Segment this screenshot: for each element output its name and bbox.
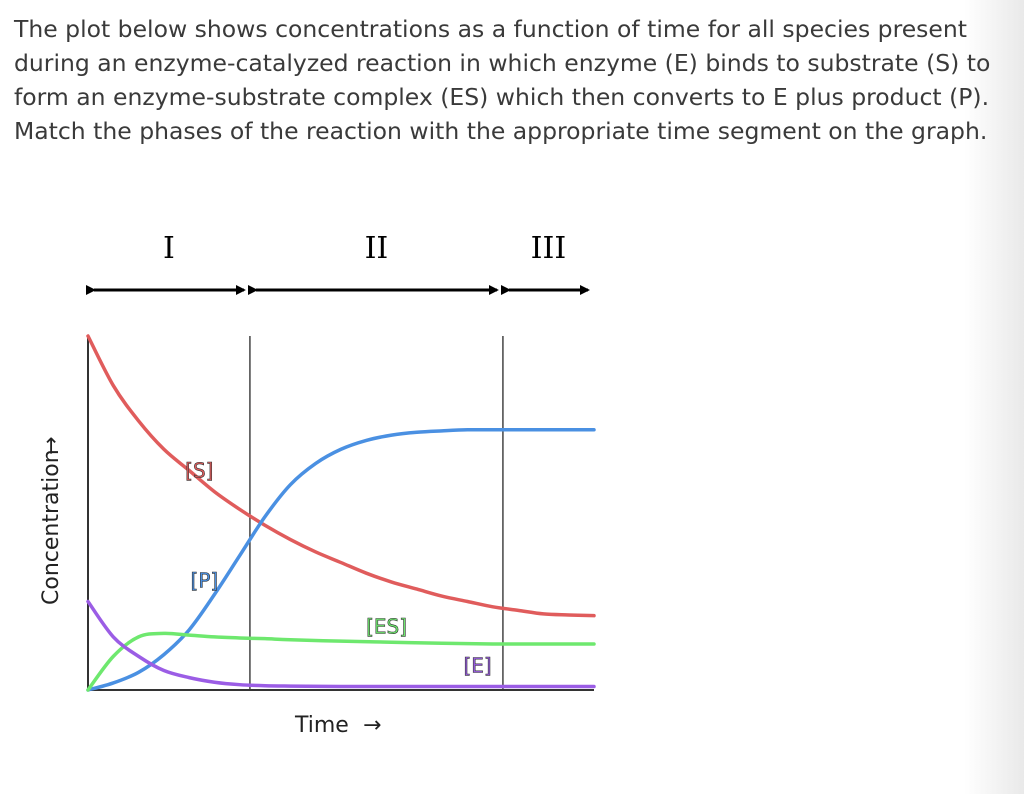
series-label-s: [S]: [185, 459, 213, 483]
series-line-p: [86, 427, 596, 692]
question-text: The plot below shows concentrations as a…: [14, 15, 991, 145]
phase-label-I: I: [163, 231, 175, 266]
phase-label-III: III: [531, 231, 567, 266]
y-axis-title: Concentration: [39, 449, 64, 605]
series-label-p: [P]: [191, 568, 219, 592]
right-edge-shadow: [964, 0, 1024, 794]
phase-label-II: II: [365, 231, 389, 266]
series-line-es: [86, 631, 596, 692]
x-axis-title: Time: [294, 713, 349, 738]
series-line-e: [86, 599, 596, 689]
y-axis-arrow: →: [39, 437, 64, 455]
series-label-e: [E]: [463, 653, 491, 677]
x-axis-arrow: →: [363, 713, 381, 738]
series-line-s: [86, 334, 596, 618]
series-label-es: [ES]: [366, 614, 407, 638]
